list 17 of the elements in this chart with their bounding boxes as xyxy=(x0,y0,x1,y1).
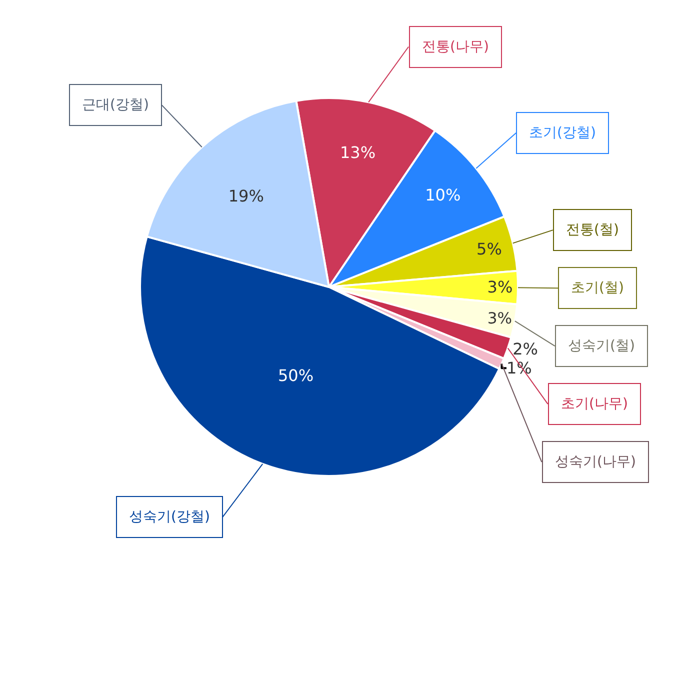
data-label: 10% xyxy=(425,186,461,205)
data-label: 50% xyxy=(278,366,314,386)
slice-label: 전통(철) xyxy=(566,222,619,238)
data-label: 3% xyxy=(487,310,512,328)
data-label: 13% xyxy=(340,143,376,162)
data-label: 19% xyxy=(228,186,264,206)
slice-label: 전통(나무) xyxy=(422,39,489,55)
data-label: 5% xyxy=(476,239,502,258)
slice-label: 성숙기(철) xyxy=(568,338,635,354)
slice-label: 초기(강철) xyxy=(529,125,596,141)
slice-label: 성숙기(나무) xyxy=(555,454,636,470)
slice-label: 초기(나무) xyxy=(561,396,628,412)
slice-label: 근대(강철) xyxy=(82,97,149,113)
data-label: 3% xyxy=(487,278,513,296)
slice-label: 초기(철) xyxy=(571,280,624,296)
slice-label: 성숙기(강철) xyxy=(129,509,210,525)
data-label: 2% xyxy=(512,340,538,359)
